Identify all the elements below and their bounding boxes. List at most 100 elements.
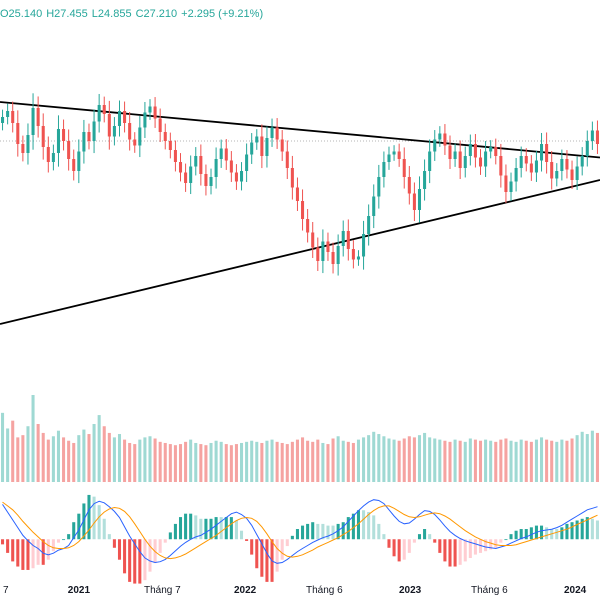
volume-bar: [138, 439, 142, 482]
macd-histogram-bar: [199, 518, 203, 540]
volume-bar: [351, 442, 355, 482]
macd-histogram-bar: [72, 522, 76, 540]
volume-bar: [275, 441, 279, 482]
volume-bar: [494, 441, 498, 482]
volume-bar: [478, 440, 483, 482]
candle-body: [250, 142, 254, 155]
candle-body: [514, 168, 518, 182]
macd-histogram-bar: [77, 513, 81, 540]
volume-bar: [428, 437, 432, 482]
candle-body: [423, 171, 427, 189]
macd-histogram-bar: [214, 517, 218, 540]
candle-body: [301, 201, 305, 219]
volume-bar: [468, 438, 472, 482]
candle-body: [341, 231, 345, 246]
candle-body: [234, 172, 238, 182]
signal-line: [2, 501, 598, 560]
volume-bar: [219, 441, 223, 482]
candle-body: [534, 160, 538, 173]
volume-bar: [519, 439, 523, 482]
trendline-lower: [0, 179, 600, 325]
volume-bar: [356, 439, 360, 482]
volume-bar: [489, 440, 493, 482]
macd-histogram-bar: [590, 518, 594, 540]
candle-body: [275, 127, 279, 140]
macd-histogram-bar: [87, 494, 91, 540]
macd-histogram-bar: [26, 539, 30, 570]
volume-bar: [555, 441, 559, 482]
macd-histogram-bar: [128, 539, 132, 582]
volume-bar: [402, 438, 406, 482]
volume-bar: [412, 437, 416, 482]
x-tick-label: Tháng 7: [144, 585, 181, 596]
macd-histogram-bar: [540, 525, 544, 540]
macd-histogram-bar: [326, 525, 330, 540]
candle-body: [194, 156, 198, 167]
candle-body: [560, 159, 564, 171]
volume-bar: [484, 439, 488, 482]
candle-body: [402, 159, 406, 177]
macd-histogram-bar: [382, 534, 386, 540]
volume-bar: [77, 435, 81, 482]
candle-body: [229, 160, 233, 173]
macd-histogram-bar: [468, 539, 472, 559]
x-tick-label: 2024: [564, 585, 587, 596]
candle-body: [290, 168, 294, 188]
candle-body: [331, 252, 335, 264]
volume-bar: [153, 438, 157, 482]
macd-histogram-bar: [168, 532, 172, 540]
macd-panel: [1, 494, 599, 584]
candle-body: [102, 105, 106, 114]
macd-histogram-bar: [463, 539, 467, 562]
macd-histogram-bar: [240, 530, 244, 540]
macd-histogram-bar: [92, 496, 96, 540]
volume-bar: [575, 435, 579, 482]
volume-bar: [524, 440, 528, 482]
candle-body: [326, 241, 330, 252]
candle-body: [346, 231, 350, 249]
macd-histogram-bar: [519, 529, 523, 540]
volume-bar: [473, 439, 477, 482]
candle-body: [138, 127, 142, 146]
macd-histogram-bar: [580, 518, 584, 540]
volume-bar: [580, 431, 584, 482]
macd-histogram-bar: [351, 513, 355, 540]
volume-bar: [21, 435, 25, 482]
candle-body: [524, 156, 528, 164]
candle-body: [209, 177, 213, 186]
candle-body: [270, 127, 274, 138]
candle-body: [133, 139, 137, 146]
macd-histogram-bar: [36, 539, 40, 565]
candle-body: [199, 156, 203, 174]
candle-body: [468, 144, 472, 156]
volume-bar: [92, 424, 96, 482]
volume-bar: [62, 437, 66, 482]
macd-histogram-bar: [285, 539, 289, 547]
candle-body: [555, 171, 559, 179]
macd-histogram-bar: [499, 539, 503, 543]
candle-body: [356, 256, 360, 260]
volume-bar: [72, 442, 76, 482]
macd-histogram-bar: [67, 534, 71, 540]
candle-body: [26, 135, 30, 153]
candle-body: [428, 151, 432, 171]
volume-bar: [46, 439, 50, 482]
candle-body: [336, 246, 340, 264]
volume-bar: [341, 440, 345, 482]
candle-body: [245, 154, 249, 171]
candle-body: [372, 196, 376, 216]
candle-body: [595, 130, 599, 144]
volume-bar: [56, 430, 60, 482]
x-tick-label: Tháng 6: [306, 585, 343, 596]
volume-bar: [178, 444, 183, 482]
macd-histogram-bar: [529, 527, 533, 540]
volume-bar: [148, 436, 152, 482]
candle-body: [77, 151, 81, 171]
candle-body: [153, 106, 157, 119]
macd-histogram-bar: [158, 539, 162, 553]
macd-histogram-bar: [41, 539, 45, 565]
ohlc-low: L24.855: [91, 8, 132, 20]
volume-bar: [123, 439, 127, 482]
macd-histogram-bar: [417, 534, 422, 540]
